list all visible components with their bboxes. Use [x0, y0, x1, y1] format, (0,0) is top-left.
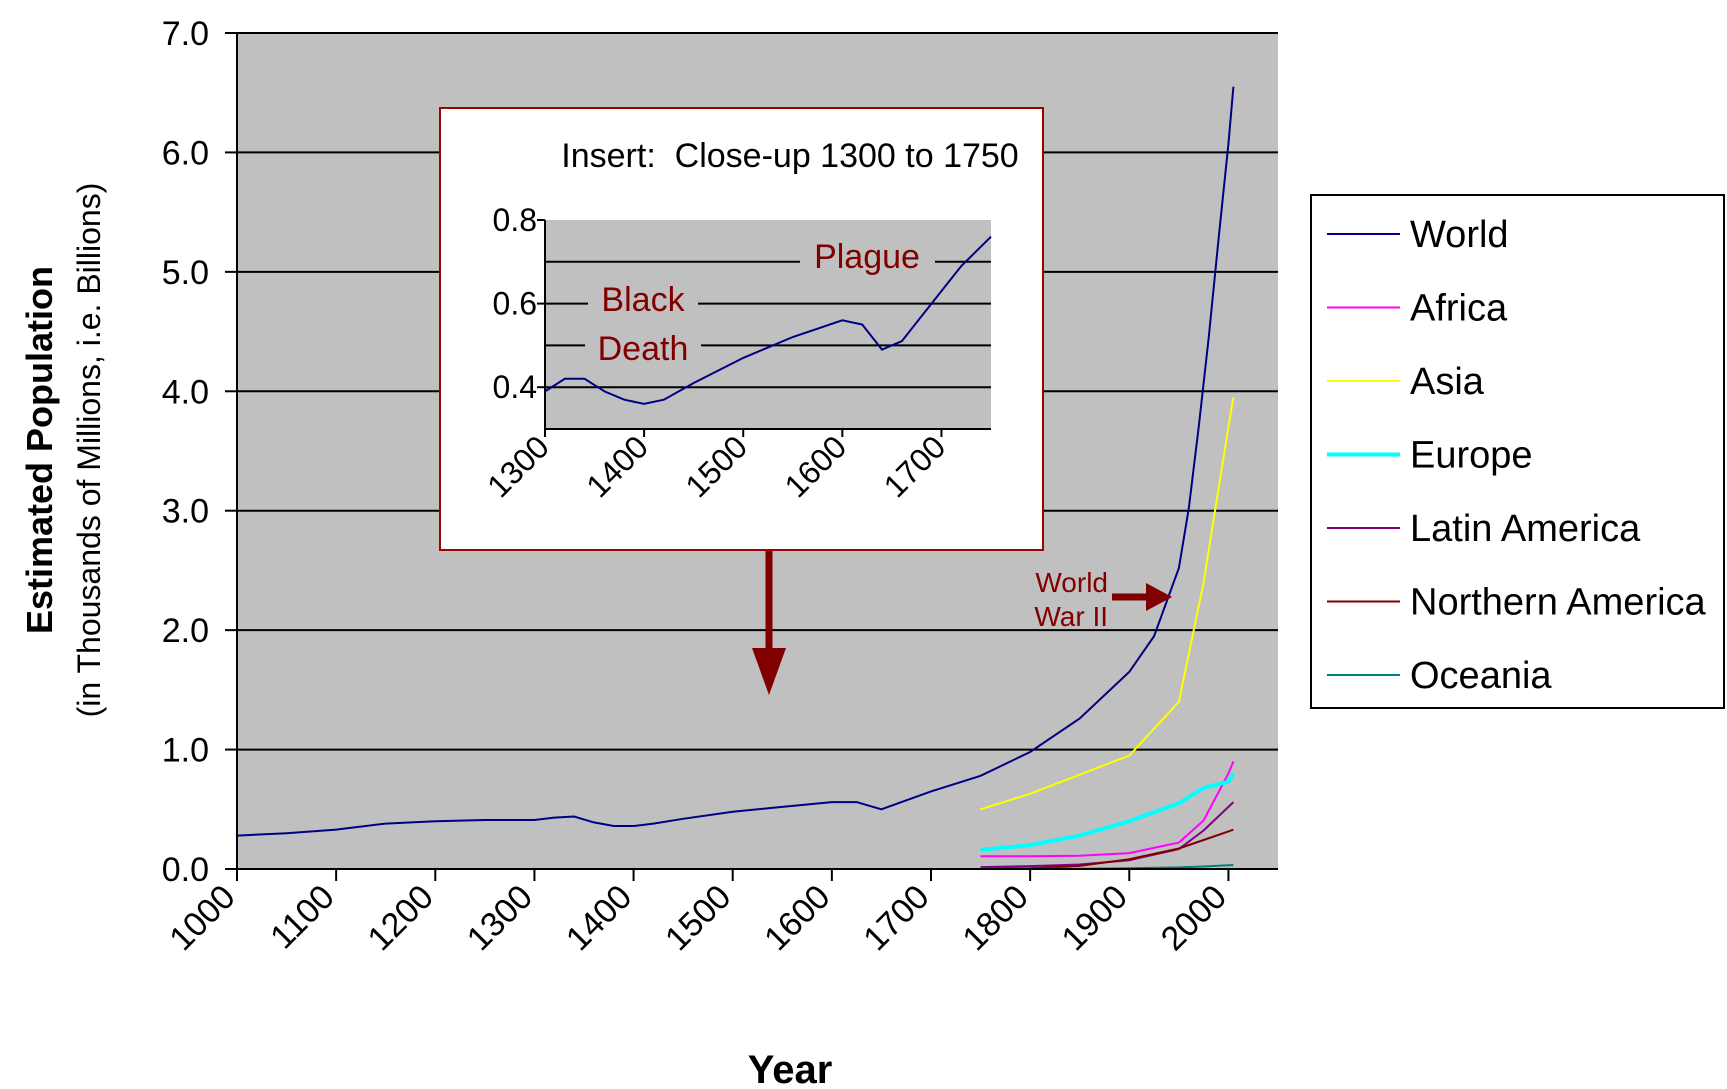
main-x-tick-label: 1400: [559, 878, 639, 958]
main-x-tick-label: 2000: [1154, 878, 1234, 958]
main-x-tick-label: 1600: [757, 878, 837, 958]
y-axis-title: Estimated Population: [19, 266, 60, 634]
inset-title: Insert: Close-up 1300 to 1750: [561, 137, 1018, 175]
inset-series-line-world: [544, 235, 992, 405]
main-x-tick-label: 1800: [955, 878, 1035, 958]
legend-label: Northern America: [1410, 582, 1707, 624]
legend-item-northern-america: Northern America: [1327, 582, 1707, 624]
main-y-tick-label: 6.0: [162, 134, 209, 172]
annotation-world: World: [1035, 567, 1108, 598]
series-line-asia: [980, 397, 1235, 811]
death-label-bg: [585, 326, 701, 364]
main-axes: [225, 32, 1278, 881]
main-x-tick-label: 1000: [162, 878, 242, 958]
legend: World Africa Asia Europe Latin America Northe…: [1327, 214, 1707, 697]
series-line-world: [236, 86, 1235, 837]
annotation-death: Death: [598, 330, 689, 368]
plague-label-bg: [800, 236, 935, 276]
legend-item-europe: Europe: [1327, 435, 1533, 477]
legend-item-oceania: Oceania: [1327, 655, 1552, 697]
annotation-black: Black: [601, 281, 685, 319]
legend-item-latin-america: Latin America: [1327, 508, 1641, 550]
y-axis-subtitle: (in Thousands of Millions, i.e. Billions…: [71, 183, 107, 718]
ww2-arrow-head: [1146, 583, 1172, 611]
inset-axes: [537, 219, 991, 437]
annotation-war-ii: War II: [1034, 601, 1108, 632]
annotation-plague: Plague: [814, 238, 920, 276]
legend-label: Latin America: [1410, 508, 1641, 550]
main-series-lines: [236, 86, 1236, 870]
black-label-bg: [588, 276, 698, 314]
legend-label: Europe: [1410, 435, 1533, 477]
main-y-tick-label: 2.0: [162, 612, 209, 650]
legend-item-africa: Africa: [1327, 288, 1508, 330]
legend-item-world: World: [1327, 214, 1509, 256]
main-y-tick-label: 5.0: [162, 254, 209, 292]
x-axis-title: Year: [748, 1048, 833, 1089]
legend-item-asia: Asia: [1327, 361, 1485, 403]
inset-y-tick-label: 0.8: [493, 202, 537, 238]
main-y-tick-label: 4.0: [162, 373, 209, 411]
inset-series-lines: [544, 235, 992, 405]
main-y-tick-label: 1.0: [162, 732, 209, 770]
legend-label: Africa: [1410, 288, 1508, 330]
main-y-tick-label: 3.0: [162, 493, 209, 531]
main-x-tick-label: 1500: [658, 878, 738, 958]
legend-box: [1310, 194, 1725, 709]
main-y-tick-label: 7.0: [162, 15, 209, 53]
main-x-tick-label: 1300: [460, 878, 540, 958]
inset-annotations: Black Death Plague: [585, 236, 935, 368]
main-x-tick-label: 1700: [856, 878, 936, 958]
main-x-tick-label: 1900: [1055, 878, 1135, 958]
main-x-tick-label: 1200: [361, 878, 441, 958]
main-x-tick-label: 1100: [263, 878, 342, 957]
series-line-europe: [980, 772, 1236, 852]
legend-label: Asia: [1410, 361, 1485, 403]
inset-y-tick-label: 0.4: [493, 369, 537, 405]
legend-label: World: [1410, 214, 1509, 256]
world-war-ii-annotation: World War II: [1034, 567, 1172, 632]
main-y-tick-label: 0.0: [162, 851, 209, 889]
legend-label: Oceania: [1410, 655, 1552, 697]
inset-down-arrow-head: [752, 648, 786, 695]
inset-y-tick-label: 0.6: [493, 286, 537, 322]
